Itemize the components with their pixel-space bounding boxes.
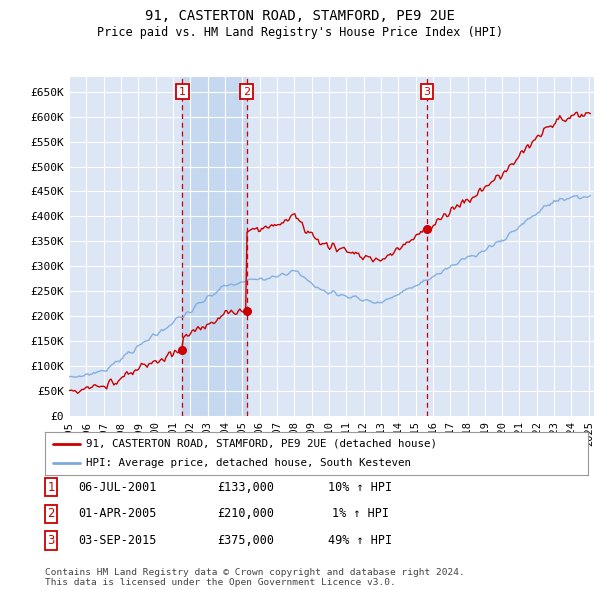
Text: 49% ↑ HPI: 49% ↑ HPI	[328, 534, 392, 547]
Text: 2: 2	[243, 87, 250, 97]
Text: 3: 3	[47, 534, 55, 547]
Text: £375,000: £375,000	[217, 534, 275, 547]
Text: 1: 1	[179, 87, 186, 97]
Text: £133,000: £133,000	[217, 481, 275, 494]
Text: 03-SEP-2015: 03-SEP-2015	[78, 534, 156, 547]
Text: 2: 2	[47, 507, 55, 520]
Text: 06-JUL-2001: 06-JUL-2001	[78, 481, 156, 494]
Text: 1% ↑ HPI: 1% ↑ HPI	[331, 507, 389, 520]
Text: 91, CASTERTON ROAD, STAMFORD, PE9 2UE: 91, CASTERTON ROAD, STAMFORD, PE9 2UE	[145, 9, 455, 23]
Text: 01-APR-2005: 01-APR-2005	[78, 507, 156, 520]
Text: 3: 3	[424, 87, 431, 97]
Text: 1: 1	[47, 481, 55, 494]
Text: 10% ↑ HPI: 10% ↑ HPI	[328, 481, 392, 494]
Bar	[182, 77, 247, 416]
Text: £210,000: £210,000	[217, 507, 275, 520]
Text: 91, CASTERTON ROAD, STAMFORD, PE9 2UE (detached house): 91, CASTERTON ROAD, STAMFORD, PE9 2UE (d…	[86, 439, 437, 449]
Text: HPI: Average price, detached house, South Kesteven: HPI: Average price, detached house, Sout…	[86, 458, 411, 468]
Text: Contains HM Land Registry data © Crown copyright and database right 2024.
This d: Contains HM Land Registry data © Crown c…	[45, 568, 465, 587]
Text: Price paid vs. HM Land Registry's House Price Index (HPI): Price paid vs. HM Land Registry's House …	[97, 26, 503, 39]
